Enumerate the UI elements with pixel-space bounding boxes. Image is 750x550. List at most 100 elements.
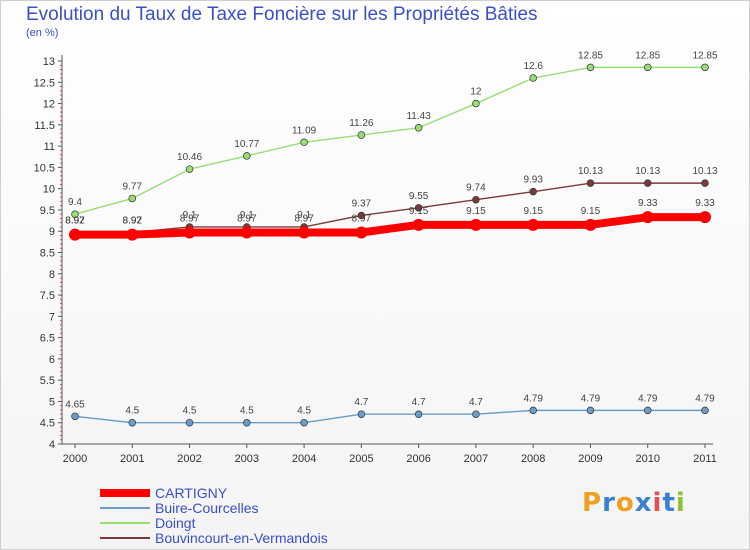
data-point — [586, 179, 595, 187]
data-label: 9.15 — [409, 206, 429, 217]
data-label: 4.65 — [65, 399, 85, 410]
series-line — [71, 213, 709, 239]
data-point — [529, 406, 537, 415]
data-label: 9.4 — [68, 197, 82, 208]
y-tick-label: 6.5 — [40, 333, 55, 345]
x-tick-label: 2002 — [177, 453, 201, 465]
data-point — [586, 406, 595, 415]
x-tick-label: 2009 — [578, 453, 602, 465]
y-tick-label: 12.5 — [34, 77, 55, 89]
data-point — [414, 124, 423, 132]
data-point — [701, 406, 709, 415]
y-tick-label: 5 — [49, 396, 55, 408]
y-tick-label: 8.5 — [40, 248, 55, 260]
data-label: 8.97 — [352, 213, 372, 224]
data-label: 10.13 — [692, 166, 717, 177]
y-tick-label: 7.5 — [40, 290, 55, 302]
data-point — [414, 204, 423, 212]
data-point — [641, 211, 654, 224]
logo-letter: i — [652, 488, 663, 518]
data-point — [586, 63, 595, 72]
legend-label: Doingt — [155, 515, 196, 531]
data-label: 9.33 — [638, 198, 658, 209]
data-point — [414, 410, 423, 418]
data-point — [357, 211, 366, 220]
data-label: 4.7 — [412, 397, 426, 408]
data-point — [584, 218, 597, 231]
data-label: 4.7 — [469, 397, 483, 408]
logo-letter: P — [582, 488, 603, 518]
data-label: 9.15 — [466, 206, 486, 217]
data-label: 10.13 — [635, 166, 660, 177]
data-label: 12.85 — [692, 50, 717, 61]
y-tick-label: 8 — [49, 269, 55, 281]
data-label: 4.79 — [581, 393, 601, 404]
x-tick-label: 2008 — [521, 453, 545, 465]
data-label: 9.77 — [123, 181, 143, 192]
data-point — [185, 165, 194, 173]
data-label: 10.77 — [234, 139, 259, 150]
data-label: 4.5 — [125, 406, 139, 417]
logo-letter: i — [675, 488, 686, 518]
series-line — [74, 182, 706, 234]
data-point — [701, 179, 709, 187]
data-label: 9.15 — [581, 206, 601, 217]
logo-letter: t — [662, 488, 676, 518]
chart-subtitle: (en %) — [26, 27, 59, 39]
data-label: 8.97 — [123, 215, 143, 226]
data-label: 4.5 — [183, 406, 197, 417]
series-line — [74, 409, 706, 424]
data-point — [128, 418, 137, 427]
logo-letter: o — [615, 488, 635, 518]
y-tick-label: 9.5 — [40, 205, 55, 217]
y-tick-label: 13 — [43, 56, 55, 68]
data-label: 4.79 — [695, 393, 715, 404]
data-label: 12.85 — [635, 50, 660, 61]
data-label: 8.92 — [123, 216, 143, 227]
data-label: 9.74 — [466, 183, 486, 194]
data-label: 8.97 — [65, 215, 85, 226]
data-label: 9.1 — [240, 210, 254, 221]
y-tick-label: 10 — [43, 184, 55, 196]
data-point — [472, 99, 480, 108]
data-label: 8.97 — [294, 213, 314, 224]
data-label: 10.13 — [578, 166, 603, 177]
data-label: 12.6 — [523, 61, 543, 72]
y-tick-label: 9 — [49, 226, 55, 238]
data-label: 8.97 — [237, 213, 257, 224]
data-point — [126, 228, 139, 241]
data-point — [240, 226, 253, 239]
data-point — [472, 195, 480, 204]
y-tick-label: 11 — [44, 141, 55, 153]
data-point — [357, 410, 366, 418]
data-point — [71, 210, 79, 218]
data-point — [357, 131, 366, 139]
data-point — [529, 74, 537, 82]
data-label: 10.46 — [177, 152, 202, 163]
y-tick-label: 12 — [43, 99, 55, 111]
y-tick-label: 5.5 — [40, 375, 55, 387]
data-point — [643, 406, 652, 415]
data-label: 4.7 — [354, 397, 368, 408]
x-tick-label: 2011 — [693, 453, 717, 465]
data-point — [527, 218, 540, 231]
data-label: 11.26 — [349, 118, 374, 129]
y-tick-label: 7 — [49, 311, 55, 323]
data-label: 11.43 — [406, 111, 431, 122]
y-tick-label: 6 — [49, 354, 55, 366]
data-label: 9.1 — [183, 210, 197, 221]
data-point — [71, 412, 79, 421]
x-tick-label: 2010 — [635, 453, 659, 465]
data-label: 4.5 — [240, 406, 254, 417]
data-point — [529, 187, 537, 196]
data-label: 9.1 — [297, 210, 311, 221]
series-buire-courcelles: 4.65 4.5 4.5 4.5 4.5 4.7 4.7 4.7 4.79 4.79 4.79 4.7… — [65, 393, 715, 427]
legend: CARTIGNYBuire-CourcellesDoingtBouvincour… — [100, 485, 328, 546]
x-tick-label: 2004 — [292, 453, 316, 465]
data-label: 9.15 — [523, 206, 543, 217]
y-tick-label: 11.5 — [34, 120, 55, 132]
legend-label: CARTIGNY — [155, 485, 228, 501]
data-point — [243, 152, 251, 160]
data-label: 9.55 — [409, 191, 429, 202]
data-label: 8.97 — [180, 213, 200, 224]
